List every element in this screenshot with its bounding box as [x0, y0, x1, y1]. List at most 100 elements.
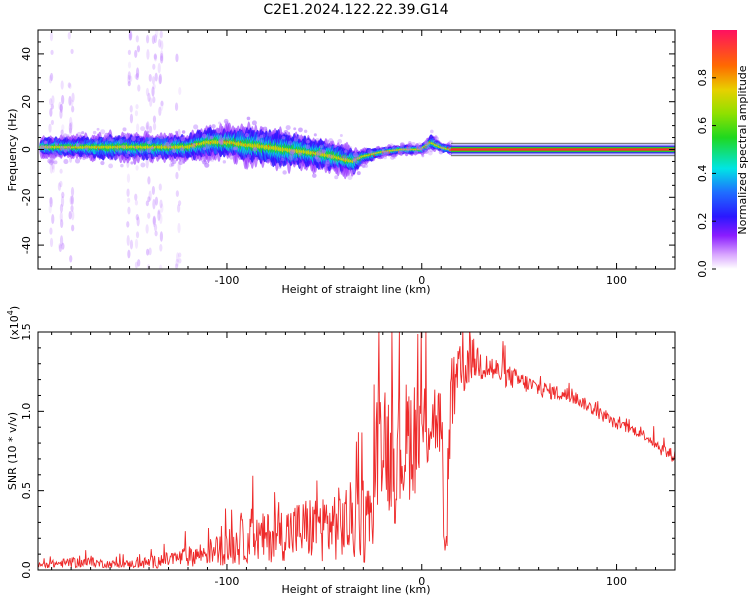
snr-ytick-label: 1.5 — [20, 323, 33, 341]
noise-streak — [57, 182, 62, 191]
scatter-dot — [397, 150, 403, 156]
noise-streak — [49, 108, 53, 117]
scatter-dot — [344, 149, 348, 153]
colorbar-label: Normalized spectral amplitude — [736, 65, 749, 234]
scatter-dot — [327, 144, 332, 149]
noise-streak — [49, 163, 53, 174]
noise-streak — [134, 238, 139, 249]
noise-streak — [126, 234, 130, 246]
scatter-dot — [245, 156, 250, 161]
noise-streak — [147, 92, 151, 103]
noise-streak — [134, 199, 139, 206]
noise-streak — [176, 252, 180, 263]
scatter-dot — [93, 137, 99, 142]
scatter-dot — [325, 160, 330, 165]
spectrogram-ytick-label: 40 — [20, 47, 33, 61]
scatter-dot — [174, 138, 177, 142]
noise-streak — [154, 196, 159, 206]
scatter-dot — [108, 163, 114, 169]
scatter-dot — [225, 136, 230, 141]
noise-streak — [58, 244, 62, 252]
noise-streak — [50, 103, 54, 110]
spectrogram-marks — [39, 30, 675, 269]
scatter-dot — [424, 149, 429, 154]
scatter-dot — [181, 130, 186, 134]
scatter-dot — [180, 136, 186, 142]
noise-streak — [69, 116, 73, 128]
noise-streak — [151, 35, 156, 45]
scatter-dot — [60, 135, 65, 140]
spectrogram-ytick-label: 20 — [20, 95, 33, 109]
noise-streak — [175, 53, 179, 63]
noise-streak — [128, 32, 132, 41]
noise-streak — [129, 105, 133, 113]
spectrogram-ytick-label: 0 — [20, 146, 33, 153]
scatter-dot — [74, 158, 81, 164]
noise-streak — [147, 212, 151, 219]
scatter-dot — [381, 150, 386, 155]
scatter-dot — [43, 140, 47, 144]
noise-streak — [129, 75, 133, 82]
noise-streak — [159, 213, 163, 225]
scatter-dot — [328, 154, 333, 159]
scatter-dot — [285, 125, 291, 131]
scatter-dot — [66, 134, 70, 138]
noise-streak — [159, 264, 163, 269]
noise-streak — [159, 199, 163, 209]
noise-streak — [49, 31, 54, 42]
noise-streak — [127, 206, 131, 215]
snr-multiplier-base: (x10 — [8, 315, 21, 340]
noise-streak — [145, 34, 150, 44]
noise-streak — [158, 73, 162, 85]
scatter-dot — [306, 139, 310, 144]
scatter-dot — [171, 148, 177, 153]
spectrogram-xtick-label: 0 — [418, 274, 425, 287]
scatter-dot — [53, 160, 58, 165]
scatter-dot — [340, 155, 344, 159]
scatter-dot — [175, 130, 179, 134]
scatter-dot — [434, 136, 439, 141]
scatter-dot — [383, 152, 387, 157]
scatter-dot — [362, 164, 366, 169]
scatter-dot — [380, 153, 385, 158]
noise-streak — [67, 82, 71, 88]
snr-multiplier-close: ) — [8, 306, 21, 310]
scatter-dot — [204, 153, 208, 157]
scatter-dot — [282, 170, 287, 175]
noise-streak — [178, 200, 182, 206]
noise-streak — [50, 119, 55, 125]
scatter-dot — [347, 175, 353, 181]
scatter-dot — [207, 155, 213, 161]
scatter-dot — [375, 146, 380, 150]
noise-streak — [49, 98, 53, 106]
noise-streak — [159, 30, 163, 39]
scatter-dot — [223, 118, 229, 124]
noise-streak — [127, 49, 132, 55]
noise-streak — [71, 105, 75, 113]
colorbar-tick-label: 0.2 — [696, 212, 709, 230]
scatter-dot — [106, 136, 112, 142]
scatter-dot — [312, 173, 317, 178]
noise-streak — [68, 127, 73, 135]
noise-streak — [175, 171, 179, 180]
noise-streak — [146, 121, 150, 130]
scatter-dot — [298, 127, 303, 133]
scatter-dot — [314, 154, 319, 159]
scatter-dot — [85, 147, 89, 151]
scatter-dot — [280, 132, 284, 136]
snr-xtick-label: -100 — [214, 575, 239, 588]
noise-streak — [49, 196, 53, 205]
scatter-dot — [219, 135, 223, 139]
scatter-dot — [120, 163, 124, 168]
scatter-dot — [298, 163, 303, 167]
scatter-dot — [75, 143, 80, 147]
scatter-dot — [204, 143, 210, 149]
scatter-dot — [259, 139, 264, 144]
scatter-dot — [289, 149, 295, 155]
scatter-dot — [313, 133, 317, 137]
snr-ylabel: SNR (10 * v/v) — [6, 412, 19, 490]
noise-streak — [50, 157, 54, 167]
scatter-dot — [251, 120, 257, 126]
scatter-dot — [140, 162, 146, 168]
scatter-dot — [51, 151, 57, 156]
